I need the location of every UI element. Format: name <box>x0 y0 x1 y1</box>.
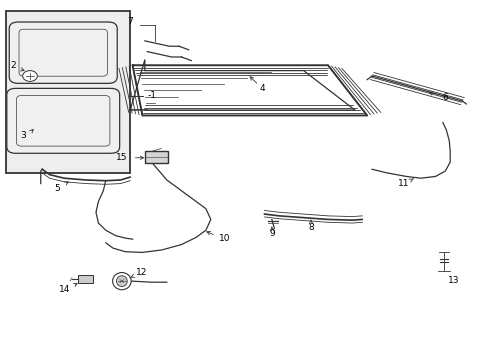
Ellipse shape <box>113 273 131 290</box>
Text: 14: 14 <box>58 284 70 293</box>
Text: 8: 8 <box>308 223 314 232</box>
Text: 10: 10 <box>219 234 230 243</box>
Bar <box>5 12 130 173</box>
Text: 5: 5 <box>54 184 60 193</box>
Text: 7: 7 <box>127 17 133 26</box>
Text: 4: 4 <box>259 84 265 93</box>
Bar <box>78 275 93 283</box>
Text: 11: 11 <box>398 179 410 188</box>
FancyBboxPatch shape <box>7 88 120 153</box>
Ellipse shape <box>117 276 127 287</box>
Text: 15: 15 <box>116 153 127 162</box>
Bar <box>145 151 168 163</box>
FancyBboxPatch shape <box>9 22 117 84</box>
Text: 12: 12 <box>136 268 147 277</box>
Text: 9: 9 <box>269 229 275 238</box>
Text: 6: 6 <box>442 93 448 102</box>
Text: 3: 3 <box>20 131 26 140</box>
Text: 13: 13 <box>448 276 460 285</box>
Circle shape <box>23 71 37 81</box>
Text: 2: 2 <box>10 61 16 70</box>
Text: -1: -1 <box>147 91 157 100</box>
